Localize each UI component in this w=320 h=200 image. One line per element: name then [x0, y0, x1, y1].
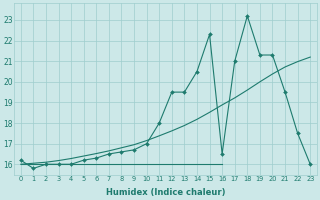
X-axis label: Humidex (Indice chaleur): Humidex (Indice chaleur) [106, 188, 225, 197]
